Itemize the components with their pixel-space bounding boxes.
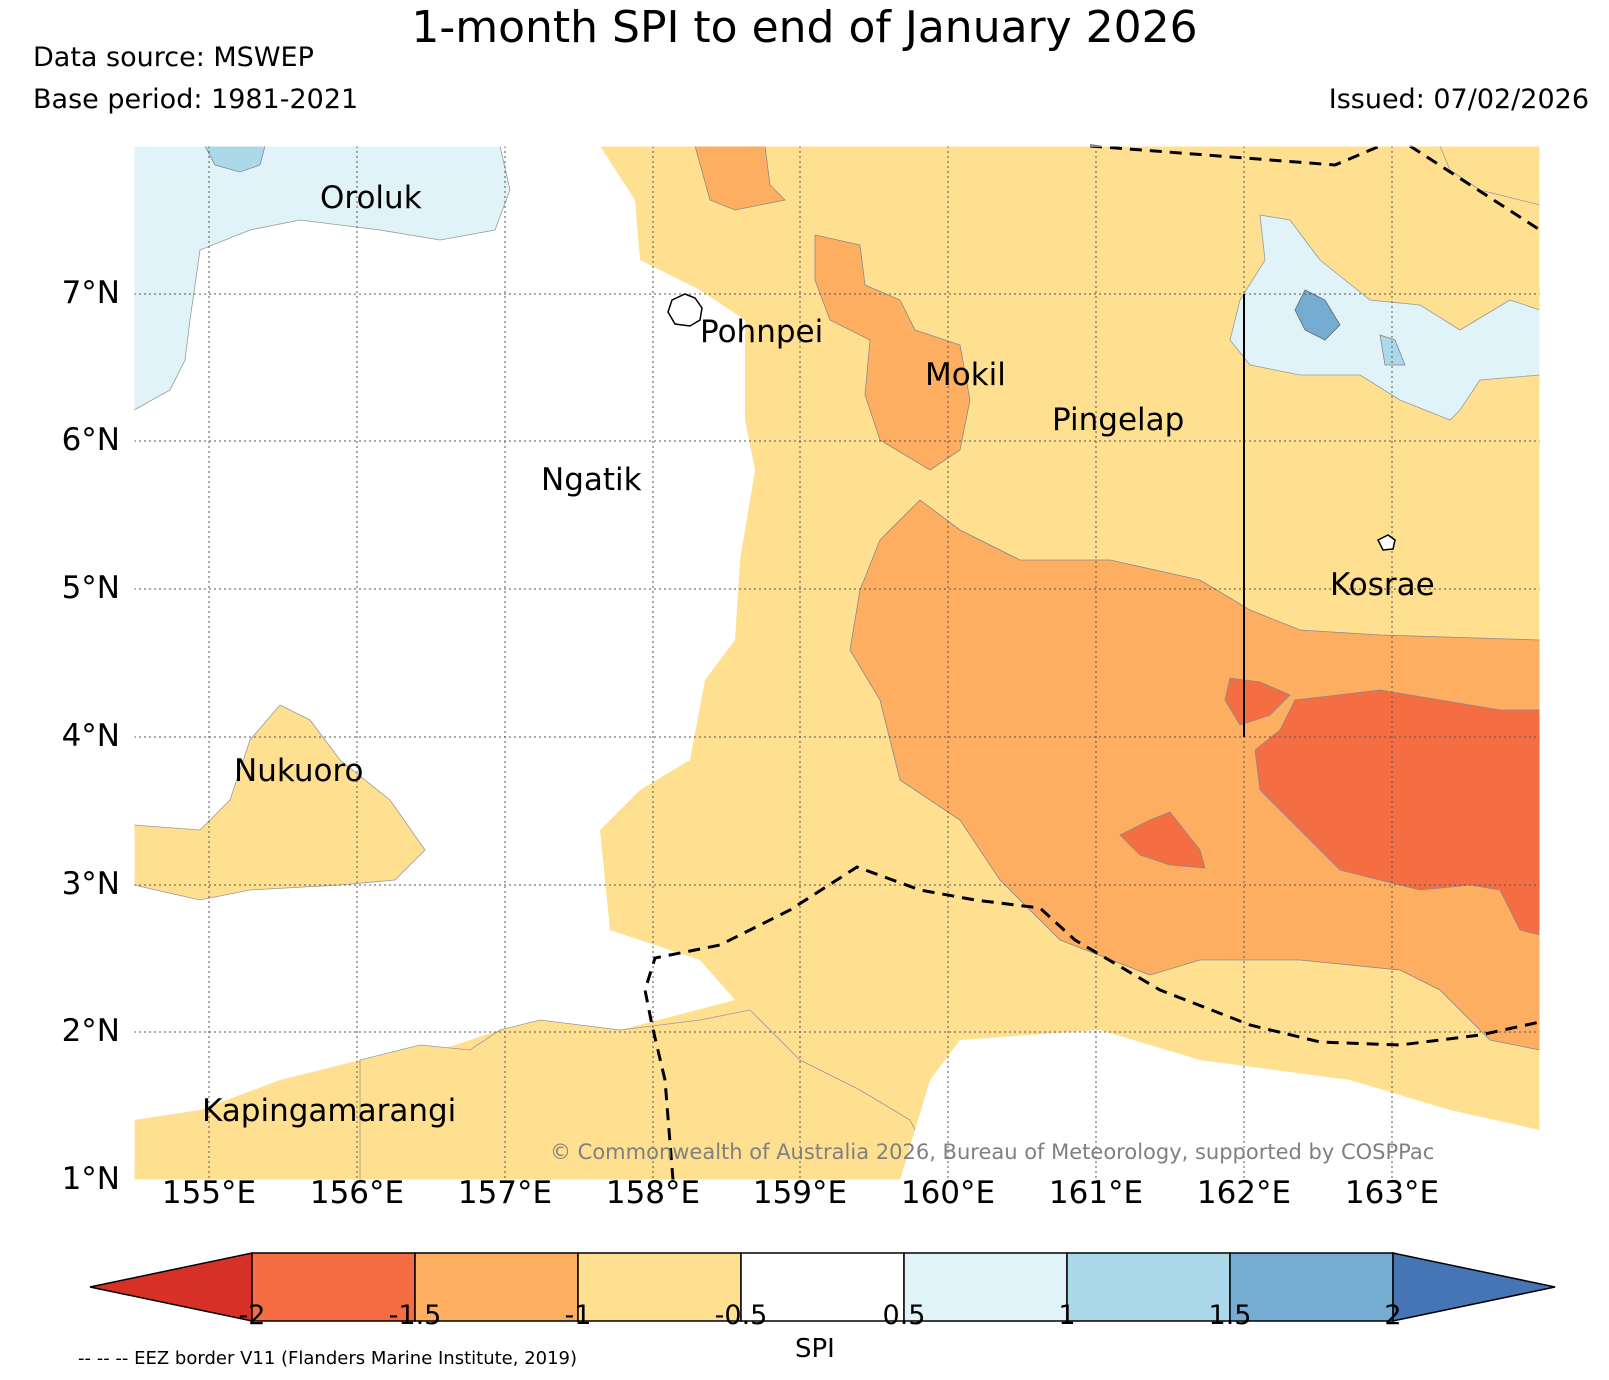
base-period: Base period: 1981-2021 [33, 84, 359, 115]
place-label-ngatik: Ngatik [541, 462, 642, 498]
spi-zone-moderately-dry-top [694, 146, 786, 211]
place-label-pohnpei: Pohnpei [700, 314, 824, 350]
lon-label: 157°E [457, 1175, 553, 1211]
colorbar-swatch [1229, 1252, 1394, 1322]
lat-label: 2°N [61, 1013, 120, 1049]
colorbar-tick: 1.5 [1208, 1300, 1252, 1331]
colorbar-tick: -2 [238, 1300, 266, 1331]
lon-label: 158°E [605, 1175, 701, 1211]
colorbar-extend-high [1392, 1252, 1556, 1322]
spi-contours [134, 146, 1540, 1180]
lon-label: 163°E [1344, 1175, 1440, 1211]
colorbar-swatch [577, 1252, 742, 1322]
lat-label: 1°N [61, 1161, 120, 1197]
lat-label: 5°N [61, 570, 120, 606]
colorbar [89, 1252, 1556, 1322]
map-title: 1-month SPI to end of January 2026 [411, 2, 1198, 53]
place-label-mokil: Mokil [925, 357, 1006, 393]
map-frame [133, 145, 1541, 1181]
place-label-pingelap: Pingelap [1052, 402, 1185, 438]
spi-zone-dry-nukuoro [134, 704, 426, 901]
spi-zone-normal-south [900, 1030, 1540, 1180]
spi-zone-moderately-dry-north [814, 234, 971, 471]
place-label-nukuoro: Nukuoro [234, 753, 364, 789]
spi-zone-severely-dry-c [1119, 811, 1206, 869]
colorbar-tick: -1 [564, 1300, 592, 1331]
eez-border [643, 144, 1541, 1181]
spi-zone-normal-west [134, 146, 755, 1120]
spi-zone-moderately-wet-b [1379, 334, 1406, 366]
pohnpei-island-icon [667, 293, 703, 327]
spi-zone-severely-dry-b [1224, 677, 1291, 726]
eez-footnote: -- -- -- EEZ border V11 (Flanders Marine… [78, 1348, 578, 1369]
data-source: Data source: MSWEP [33, 42, 314, 73]
lon-label: 160°E [900, 1175, 996, 1211]
lat-label: 3°N [61, 866, 120, 902]
place-label-kapingamarangi: Kapingamarangi [202, 1093, 457, 1129]
copyright-credit: © Commonwealth of Australia 2026, Bureau… [550, 1140, 1435, 1164]
lat-label: 4°N [61, 718, 120, 754]
lon-label: 159°E [752, 1175, 848, 1211]
colorbar-tick: -0.5 [714, 1300, 768, 1331]
lon-label: 156°E [309, 1175, 405, 1211]
spi-zone-severely-dry [1254, 689, 1540, 936]
colorbar-title: SPI [795, 1334, 835, 1364]
spi-zone-dry-top-right [1439, 146, 1540, 206]
lon-label: 161°E [1048, 1175, 1144, 1211]
spi-zone-very-wet [1294, 289, 1341, 341]
colorbar-swatch [740, 1252, 905, 1322]
lon-label: 162°E [1196, 1175, 1292, 1211]
spi-zone-wet-northeast [1229, 214, 1540, 421]
lat-label: 6°N [61, 422, 120, 458]
colorbar-tick: 1 [1058, 1300, 1076, 1331]
lon-label: 155°E [161, 1175, 257, 1211]
colorbar-tick: -1.5 [388, 1300, 442, 1331]
spi-zone-moderately-dry [849, 499, 1540, 1051]
colorbar-tick: 0.5 [882, 1300, 926, 1331]
place-label-kosrae: Kosrae [1330, 567, 1435, 603]
kosrae-island-icon [1376, 534, 1396, 551]
colorbar-tick: 2 [1384, 1300, 1402, 1331]
spi-zone-wet-northwest [134, 146, 511, 411]
lat-label: 7°N [61, 275, 120, 311]
issued-date: Issued: 07/02/2026 [1328, 84, 1589, 115]
spi-zone-moderately-wet [204, 146, 266, 173]
place-label-oroluk: Oroluk [320, 180, 422, 216]
